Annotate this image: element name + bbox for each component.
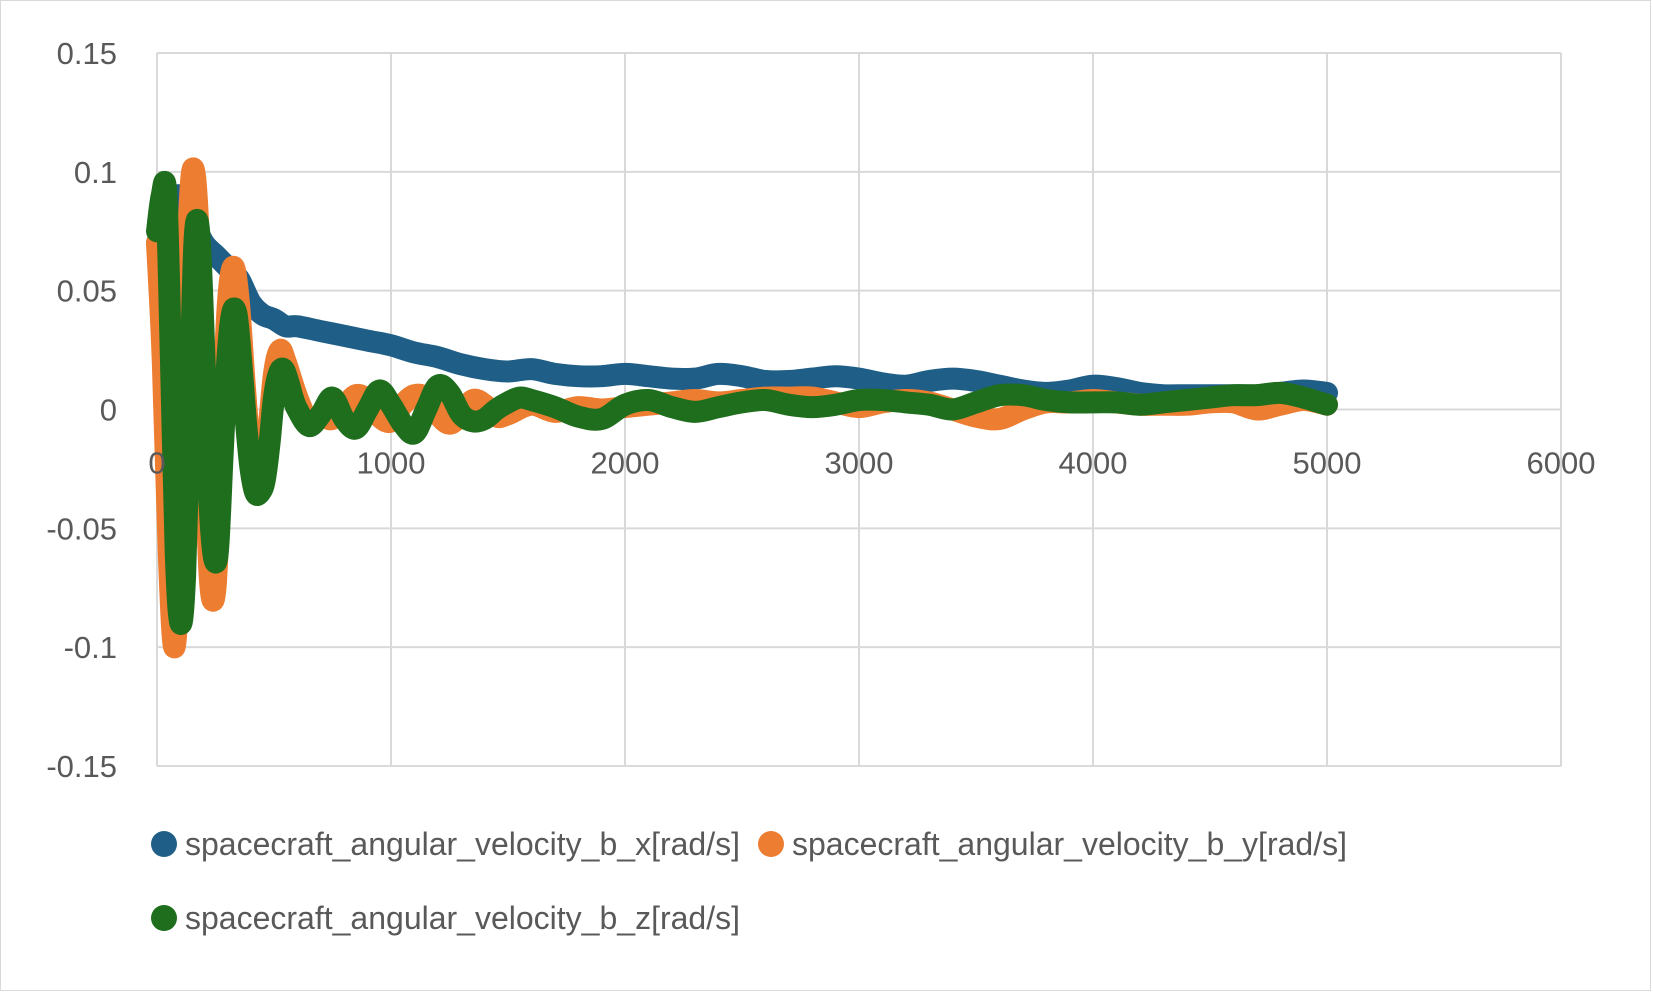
series-lines <box>146 157 1338 659</box>
legend-item-x: spacecraft_angular_velocity_b_x[rad/s] <box>151 821 740 867</box>
y-axis-tick-labels: 0.15 0.1 0.05 0 -0.05 -0.1 -0.15 <box>46 36 117 784</box>
y-tick-label: -0.05 <box>46 511 117 546</box>
y-tick-label: -0.1 <box>64 630 117 665</box>
legend: spacecraft_angular_velocity_b_x[rad/s] s… <box>151 821 1601 941</box>
legend-label-x: spacecraft_angular_velocity_b_x[rad/s] <box>185 825 740 862</box>
legend-item-y: spacecraft_angular_velocity_b_y[rad/s] <box>757 821 1347 867</box>
legend-marker-z <box>151 905 177 931</box>
legend-marker-x <box>151 831 177 857</box>
legend-marker-y <box>757 831 784 857</box>
x-axis-tick-labels: 0 1000 2000 3000 4000 5000 6000 <box>148 446 1595 481</box>
y-tick-label: 0.1 <box>74 155 117 190</box>
series-line-z <box>146 170 1338 635</box>
y-tick-label: 0.15 <box>57 36 117 71</box>
x-tick-label: 5000 <box>1293 446 1362 481</box>
x-tick-label: 1000 <box>357 446 426 481</box>
x-tick-label: 4000 <box>1059 446 1128 481</box>
series-line-y <box>146 157 1338 659</box>
x-tick-label: 2000 <box>591 446 660 481</box>
series-line-x <box>146 184 1338 407</box>
x-tick-label: 6000 <box>1527 446 1596 481</box>
x-tick-label: 3000 <box>825 446 894 481</box>
y-tick-label: 0.05 <box>57 274 117 309</box>
x-tick-label: 0 <box>148 446 165 481</box>
y-tick-label: -0.15 <box>46 749 117 784</box>
legend-label-z: spacecraft_angular_velocity_b_z[rad/s] <box>185 899 740 936</box>
y-tick-label: 0 <box>100 393 117 428</box>
legend-label-y: spacecraft_angular_velocity_b_y[rad/s] <box>791 825 1347 862</box>
legend-item-z: spacecraft_angular_velocity_b_z[rad/s] <box>151 895 1601 941</box>
